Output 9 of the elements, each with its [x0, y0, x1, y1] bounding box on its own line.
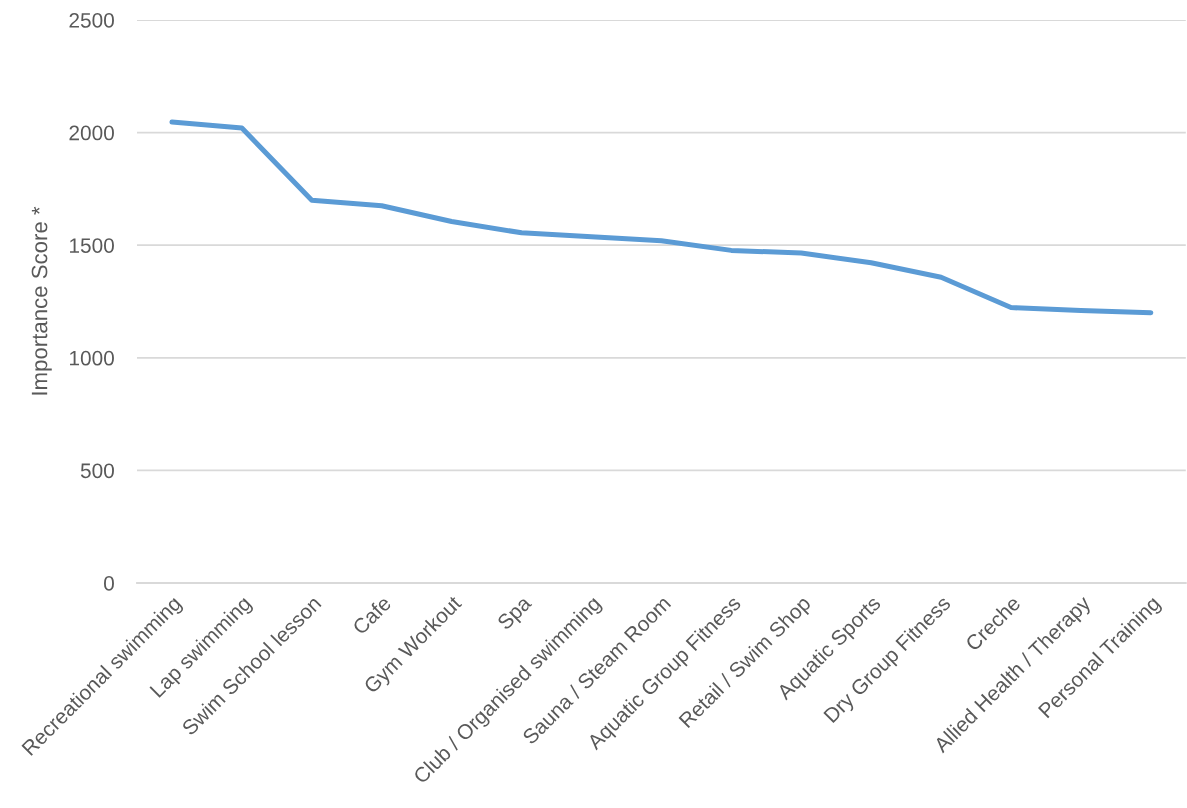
- y-tick-label: 2500: [69, 13, 114, 28]
- x-tick-label: Spa: [496, 594, 536, 634]
- x-tick-label: Cafe: [351, 594, 392, 636]
- y-tick-label: 1500: [70, 238, 114, 253]
- y-axis-title: Importance Score *: [31, 206, 52, 395]
- y-tick-label: 500: [80, 463, 114, 479]
- y-tick-label: 0: [104, 576, 114, 591]
- y-tick-label: 2000: [69, 125, 114, 141]
- y-tick-label: 1000: [70, 350, 114, 366]
